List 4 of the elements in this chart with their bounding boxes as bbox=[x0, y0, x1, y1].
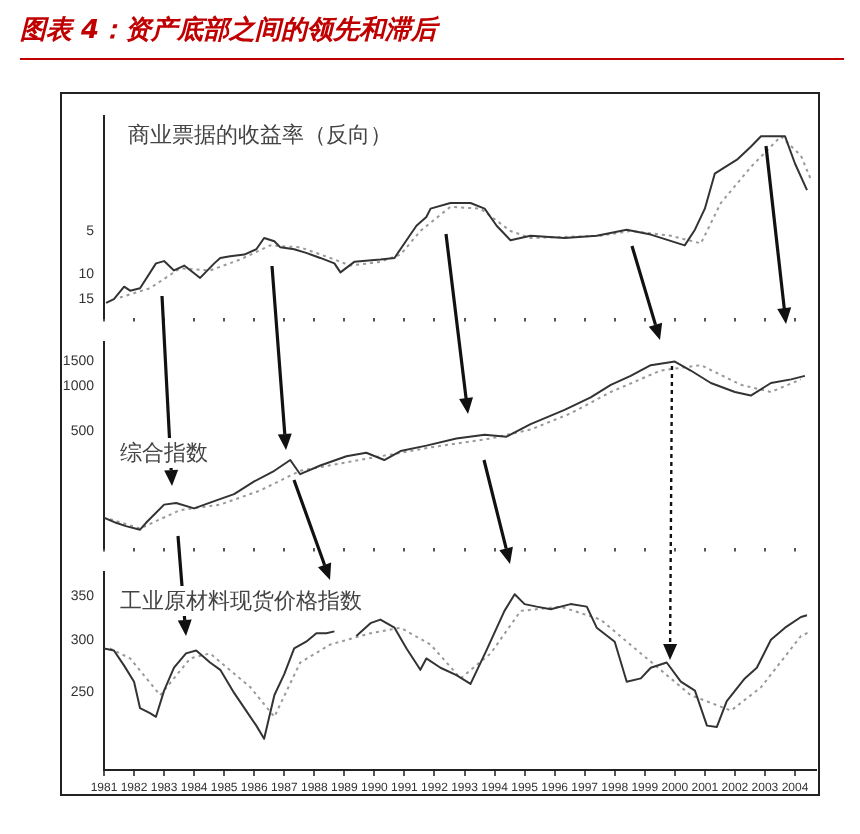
annotation: 工业原材料现货价格指数 bbox=[116, 586, 366, 616]
chart-title: 图表 4：资产底部之间的领先和滞后 bbox=[20, 12, 844, 60]
annotation: 综合指数 bbox=[116, 438, 212, 468]
annotation: 商业票据的收益率（反向） bbox=[124, 120, 396, 150]
